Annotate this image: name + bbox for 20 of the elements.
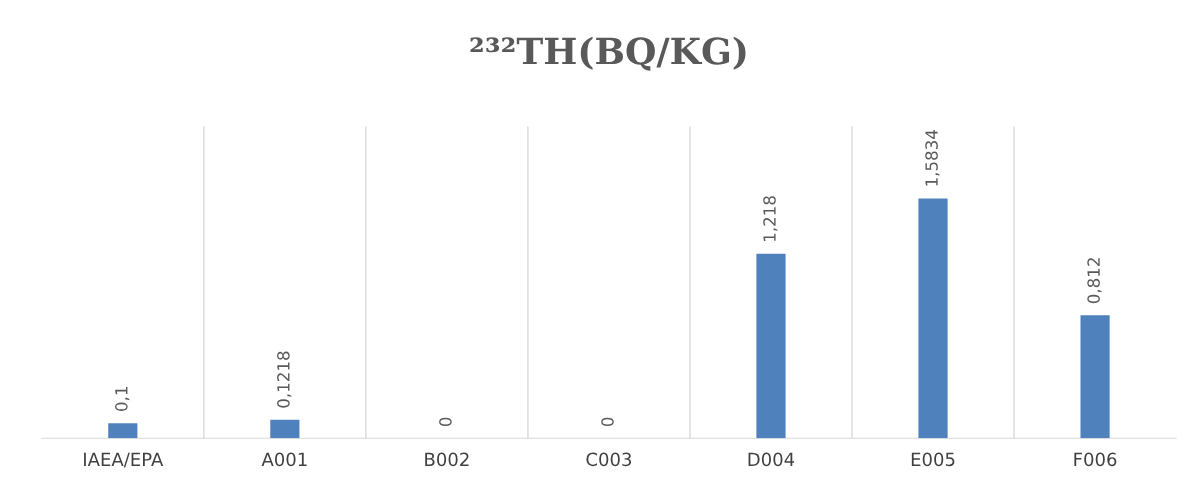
x-tick-label: C003 [586,452,632,467]
bar [270,419,300,439]
bar [918,198,948,439]
x-tick-label: B002 [425,452,469,467]
x-tick-label: F006 [1074,452,1117,467]
x-tick-label: A001 [261,452,307,467]
data-label: 1,218 [763,196,778,241]
data-label: 0 [439,417,452,427]
bar [1080,315,1110,439]
chart-title: ²³²TH(BQ/KG) [470,36,746,71]
data-label: 1,5834 [925,130,940,186]
bar [108,423,138,439]
x-tick-label: E005 [911,452,955,467]
bar [756,253,786,439]
data-label: 0,812 [1087,258,1102,304]
data-label: 0,1218 [277,351,292,408]
x-tick-label: IAEA/EPA [84,452,164,468]
data-label: 0,1 [115,387,130,411]
data-label: 0 [601,417,614,427]
x-tick-label: D004 [748,452,795,467]
